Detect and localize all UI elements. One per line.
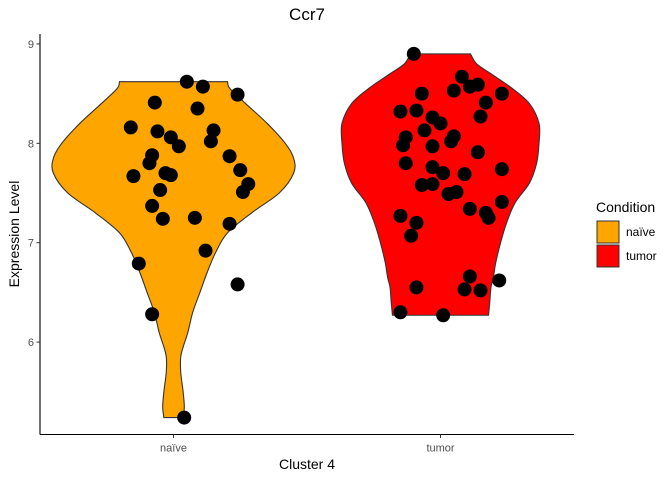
data-point (131, 256, 146, 271)
data-point (230, 277, 245, 292)
legend: Condition naïve tumor (596, 199, 657, 268)
data-point (457, 282, 472, 297)
data-point (393, 305, 408, 320)
data-point (393, 208, 408, 223)
data-point (398, 156, 413, 171)
data-point (425, 139, 440, 154)
data-point (198, 243, 213, 258)
x-axis-title: Cluster 4 (279, 456, 335, 472)
data-point (494, 86, 509, 101)
data-point (190, 101, 205, 116)
legend-swatch (596, 244, 620, 268)
data-point (409, 103, 424, 118)
data-point (147, 95, 162, 110)
y-tick-label: 6 (28, 337, 34, 349)
data-point (404, 228, 419, 243)
data-point (470, 145, 485, 160)
data-point (414, 178, 429, 193)
data-point (396, 138, 411, 153)
data-point (446, 83, 461, 98)
data-point (177, 410, 192, 425)
data-point (462, 269, 477, 284)
x-tick-label: tumor (426, 443, 454, 455)
data-point (153, 183, 168, 198)
data-point (473, 283, 488, 298)
data-point (203, 134, 218, 149)
data-point (462, 201, 477, 216)
legend-label: tumor (626, 249, 657, 263)
chart-title: Ccr7 (289, 5, 325, 24)
x-axis-ticks: naïve tumor (160, 434, 455, 455)
data-point (436, 166, 451, 181)
legend-label: naïve (626, 225, 656, 239)
violin-naive (51, 81, 296, 419)
data-point (433, 116, 448, 131)
data-point (187, 210, 202, 225)
data-point (145, 198, 160, 213)
y-axis-title: Expression Level (6, 181, 22, 288)
data-point (155, 211, 170, 226)
data-point (494, 162, 509, 177)
data-point (206, 123, 221, 138)
data-point (123, 120, 138, 135)
legend-swatch (596, 220, 620, 244)
plot-area (51, 46, 541, 425)
data-point (158, 166, 173, 181)
violin-tumor (340, 53, 541, 316)
data-point (481, 210, 496, 225)
y-tick-label: 9 (28, 39, 34, 51)
y-tick-label: 7 (28, 238, 34, 250)
data-point (492, 273, 507, 288)
data-point (222, 149, 237, 164)
data-point (457, 167, 472, 182)
data-point (478, 95, 493, 110)
legend-title: Condition (596, 199, 655, 215)
data-point (233, 163, 248, 178)
data-point (462, 79, 477, 94)
data-point (235, 185, 250, 200)
data-point (393, 104, 408, 119)
data-point (414, 86, 429, 101)
data-point (230, 87, 245, 102)
data-point (163, 130, 178, 145)
data-point (425, 177, 440, 192)
data-point (454, 69, 469, 84)
data-point (179, 74, 194, 89)
data-point (145, 307, 160, 322)
data-point (494, 194, 509, 209)
data-point (409, 280, 424, 295)
data-point (417, 123, 432, 138)
data-point (406, 46, 421, 61)
data-point (436, 308, 451, 323)
data-point (171, 139, 186, 154)
data-point (446, 129, 461, 144)
data-point (142, 156, 157, 171)
x-tick-label: naïve (160, 443, 187, 455)
data-point (195, 79, 210, 94)
data-point (126, 169, 141, 184)
data-point (449, 185, 464, 200)
data-point (409, 215, 424, 230)
data-point (425, 160, 440, 175)
data-point (150, 124, 165, 139)
y-axis-ticks: 6 7 8 9 (28, 39, 40, 349)
data-point (222, 216, 237, 231)
y-tick-label: 8 (28, 138, 34, 150)
data-point (473, 109, 488, 124)
